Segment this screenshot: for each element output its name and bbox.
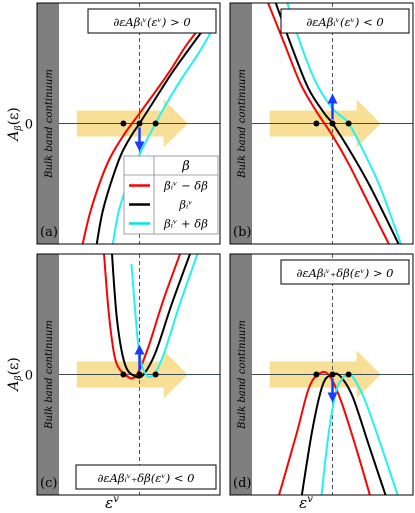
annotation-text-c: ∂εAβᵢᵛ₊δβ(εᵛ) < 0 <box>97 471 194 485</box>
curve-black-c <box>111 254 192 379</box>
legend-label-1: βᵢᵛ <box>178 198 192 212</box>
curve-red-c <box>103 254 182 380</box>
root-dot-2-b <box>345 120 352 127</box>
curve-red-d <box>277 370 371 495</box>
root-dot-1-b <box>329 120 336 127</box>
shift-arrow-head-d <box>327 392 338 403</box>
curve-cyan-c <box>130 254 199 378</box>
root-dot-2-d <box>345 371 352 378</box>
panel-frame-d <box>229 253 414 496</box>
curve-red-a <box>81 12 213 244</box>
curve-red-b <box>267 3 390 244</box>
panel-b: Bulk band continuum (b) ∂εAβᵢᵛ(εᵛ) < 0 <box>229 2 414 245</box>
curve-cyan-b <box>286 3 402 244</box>
root-dot-1-d <box>329 371 336 378</box>
panel-a: Bulk band continuum 0 (a) ∂εAβᵢᵛ(εᵛ) > 0 <box>25 2 221 245</box>
annotation-text-d: ∂εAβᵢᵛ₊δβ(εᵛ) > 0 <box>296 266 393 280</box>
tick-zero-a: 0 <box>25 118 33 133</box>
root-dot-1-a <box>136 120 143 127</box>
y-axis-label-bottom: Aβ(ε) <box>6 357 24 393</box>
shift-arrow-head-b <box>327 93 338 104</box>
annotation-box-d <box>280 259 410 285</box>
x-axis-label-right: εv <box>299 494 313 512</box>
annotation-box-b <box>280 8 410 34</box>
root-dot-0-d <box>313 371 320 378</box>
root-dot-1-c <box>136 371 143 378</box>
root-dot-2-c <box>152 371 159 378</box>
legend-header: β <box>181 159 190 174</box>
panel-frame-b <box>229 2 414 245</box>
annotation-text-a: ∂εAβᵢᵛ(εᵛ) > 0 <box>113 15 190 29</box>
curve-black-d <box>300 372 387 495</box>
panel-label-d: (d) <box>233 476 251 491</box>
bulk-band-b <box>230 3 252 244</box>
annotation-box-a <box>87 8 217 34</box>
root-dot-0-a <box>120 120 127 127</box>
panel-d: Bulk band continuum (d) ∂εAβᵢᵛ₊δβ(εᵛ) > 0 <box>229 253 414 496</box>
legend-label-2: βᵢᵛ + δβ <box>163 217 208 231</box>
shift-arrow-head-c <box>134 344 145 355</box>
shift-arrow-head-a <box>134 141 145 152</box>
panel-c: Bulk band continuum 0 (c) ∂εAβᵢᵛ₊δβ(εᵛ) < 0 <box>25 253 221 496</box>
root-dot-0-c <box>120 371 127 378</box>
panel-label-b: (b) <box>233 225 251 240</box>
legend-box <box>123 155 219 235</box>
annotation-box-c <box>75 464 217 490</box>
root-dot-2-a <box>152 120 159 127</box>
bulk-band-label-c: Bulk band continuum <box>44 320 55 430</box>
panel-frame-a <box>36 2 221 245</box>
bulk-band-c <box>37 254 59 495</box>
legend: β βᵢᵛ − δβ βᵢᵛ βᵢᵛ + δβ <box>123 155 219 235</box>
annotation-text-b: ∂εAβᵢᵛ(εᵛ) < 0 <box>306 15 383 29</box>
bulk-band-label-a: Bulk band continuum <box>44 69 55 179</box>
panel-frame-c <box>36 253 221 496</box>
bulk-band-label-d: Bulk band continuum <box>237 320 248 430</box>
bulk-band-label-b: Bulk band continuum <box>237 69 248 179</box>
bulk-band-d <box>230 254 252 495</box>
x-axis-label-left: εv <box>105 494 119 512</box>
tick-zero-c: 0 <box>25 369 33 384</box>
y-axis-label-top: Aβ(ε) <box>6 107 24 143</box>
panel-label-a: (a) <box>40 225 58 240</box>
bulk-band-a <box>37 3 59 244</box>
root-dot-0-b <box>313 120 320 127</box>
legend-label-0: βᵢᵛ − δβ <box>163 179 208 193</box>
panel-label-c: (c) <box>40 476 57 491</box>
